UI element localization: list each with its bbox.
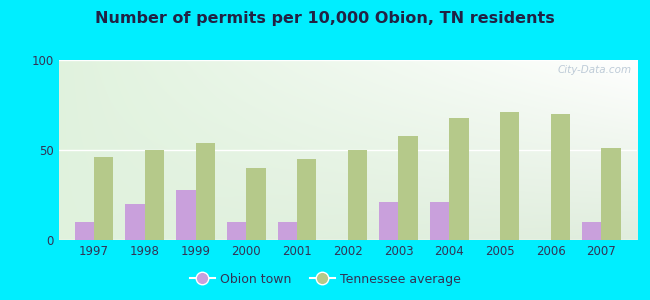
Text: City-Data.com: City-Data.com: [557, 65, 631, 75]
Bar: [551, 114, 570, 240]
Bar: [297, 159, 317, 240]
Bar: [582, 222, 601, 240]
Bar: [125, 204, 145, 240]
Bar: [449, 118, 469, 240]
Bar: [379, 202, 398, 240]
Bar: [227, 222, 246, 240]
Bar: [398, 136, 418, 240]
Bar: [246, 168, 266, 240]
Legend: Obion town, Tennessee average: Obion town, Tennessee average: [185, 268, 465, 291]
Bar: [196, 143, 215, 240]
Bar: [94, 157, 113, 240]
Bar: [348, 150, 367, 240]
Bar: [75, 222, 94, 240]
Bar: [278, 222, 297, 240]
Bar: [176, 190, 196, 240]
Text: Number of permits per 10,000 Obion, TN residents: Number of permits per 10,000 Obion, TN r…: [95, 11, 555, 26]
Bar: [145, 150, 164, 240]
Bar: [601, 148, 621, 240]
Bar: [430, 202, 449, 240]
Bar: [500, 112, 519, 240]
